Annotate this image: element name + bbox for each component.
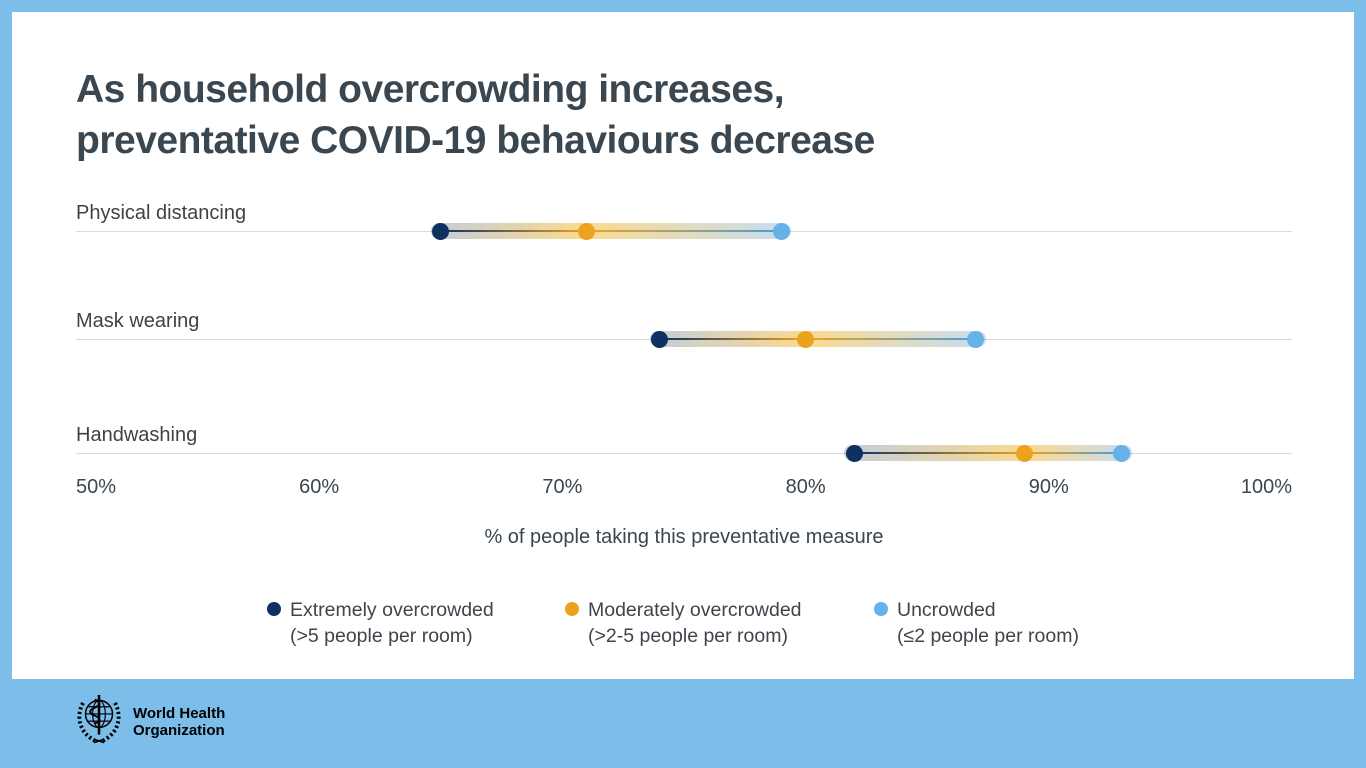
row-connector — [440, 230, 782, 232]
dot-extremely-overcrowded — [651, 330, 669, 348]
legend-label: Extremely overcrowded — [290, 599, 494, 621]
dot-extremely-overcrowded — [845, 444, 863, 462]
dot-moderately-overcrowded — [1015, 444, 1033, 462]
chart-card: As household overcrowding increases, pre… — [12, 12, 1354, 679]
chart-title-line1: As household overcrowding increases, — [76, 68, 785, 111]
legend-item-uncrowded: Uncrowded (≤2 people per room) — [874, 597, 1079, 649]
row-label: Physical distancing — [76, 202, 247, 224]
dot-uncrowded — [1113, 444, 1131, 462]
axis-tick: 70% — [542, 476, 583, 498]
legend-sublabel: (>5 people per room) — [290, 625, 473, 647]
legend-dot-extremely-overcrowded — [267, 602, 281, 616]
dot-moderately-overcrowded — [797, 330, 815, 348]
org-name: World Health Organization — [133, 705, 225, 739]
axis-tick: 50% — [76, 476, 117, 498]
dot-uncrowded — [772, 222, 790, 240]
legend-label: Uncrowded — [897, 599, 996, 621]
legend-dot-moderately-overcrowded — [565, 602, 579, 616]
row-label: Handwashing — [76, 424, 198, 446]
who-emblem-icon — [72, 692, 126, 751]
row-connector — [854, 452, 1122, 454]
dot-extremely-overcrowded — [432, 222, 450, 240]
legend-label: Moderately overcrowded — [588, 599, 802, 621]
legend-sublabel: (>2-5 people per room) — [588, 625, 788, 647]
footer-strip: World Health Organization — [0, 679, 1366, 768]
legend-item-extremely-overcrowded: Extremely overcrowded (>5 people per room… — [267, 597, 494, 649]
chart-area: Physical distancing Mask wearing Handwashi… — [76, 12, 1292, 679]
axis-tick: 100% — [1240, 476, 1292, 498]
legend-sublabel: (≤2 people per room) — [897, 625, 1079, 647]
axis-tick: 80% — [785, 476, 826, 498]
legend-dot-uncrowded — [874, 602, 888, 616]
chart-title: As household overcrowding increases, pre… — [76, 64, 875, 166]
dot-moderately-overcrowded — [578, 222, 596, 240]
org-name-line2: Organization — [133, 721, 225, 739]
axis-tick: 90% — [1028, 476, 1069, 498]
x-axis-title: % of people taking this preventative mea… — [484, 526, 884, 548]
row-connector — [659, 338, 976, 340]
dot-uncrowded — [967, 330, 985, 348]
who-logo: World Health Organization — [72, 692, 225, 751]
row-gridline — [76, 453, 1292, 454]
row-label: Mask wearing — [76, 310, 200, 332]
axis-tick: 60% — [299, 476, 340, 498]
legend-item-moderately-overcrowded: Moderately overcrowded (>2-5 people per r… — [565, 597, 802, 649]
org-name-line1: World Health — [133, 704, 226, 722]
chart-title-line2: preventative COVID-19 behaviours decreas… — [76, 119, 875, 162]
